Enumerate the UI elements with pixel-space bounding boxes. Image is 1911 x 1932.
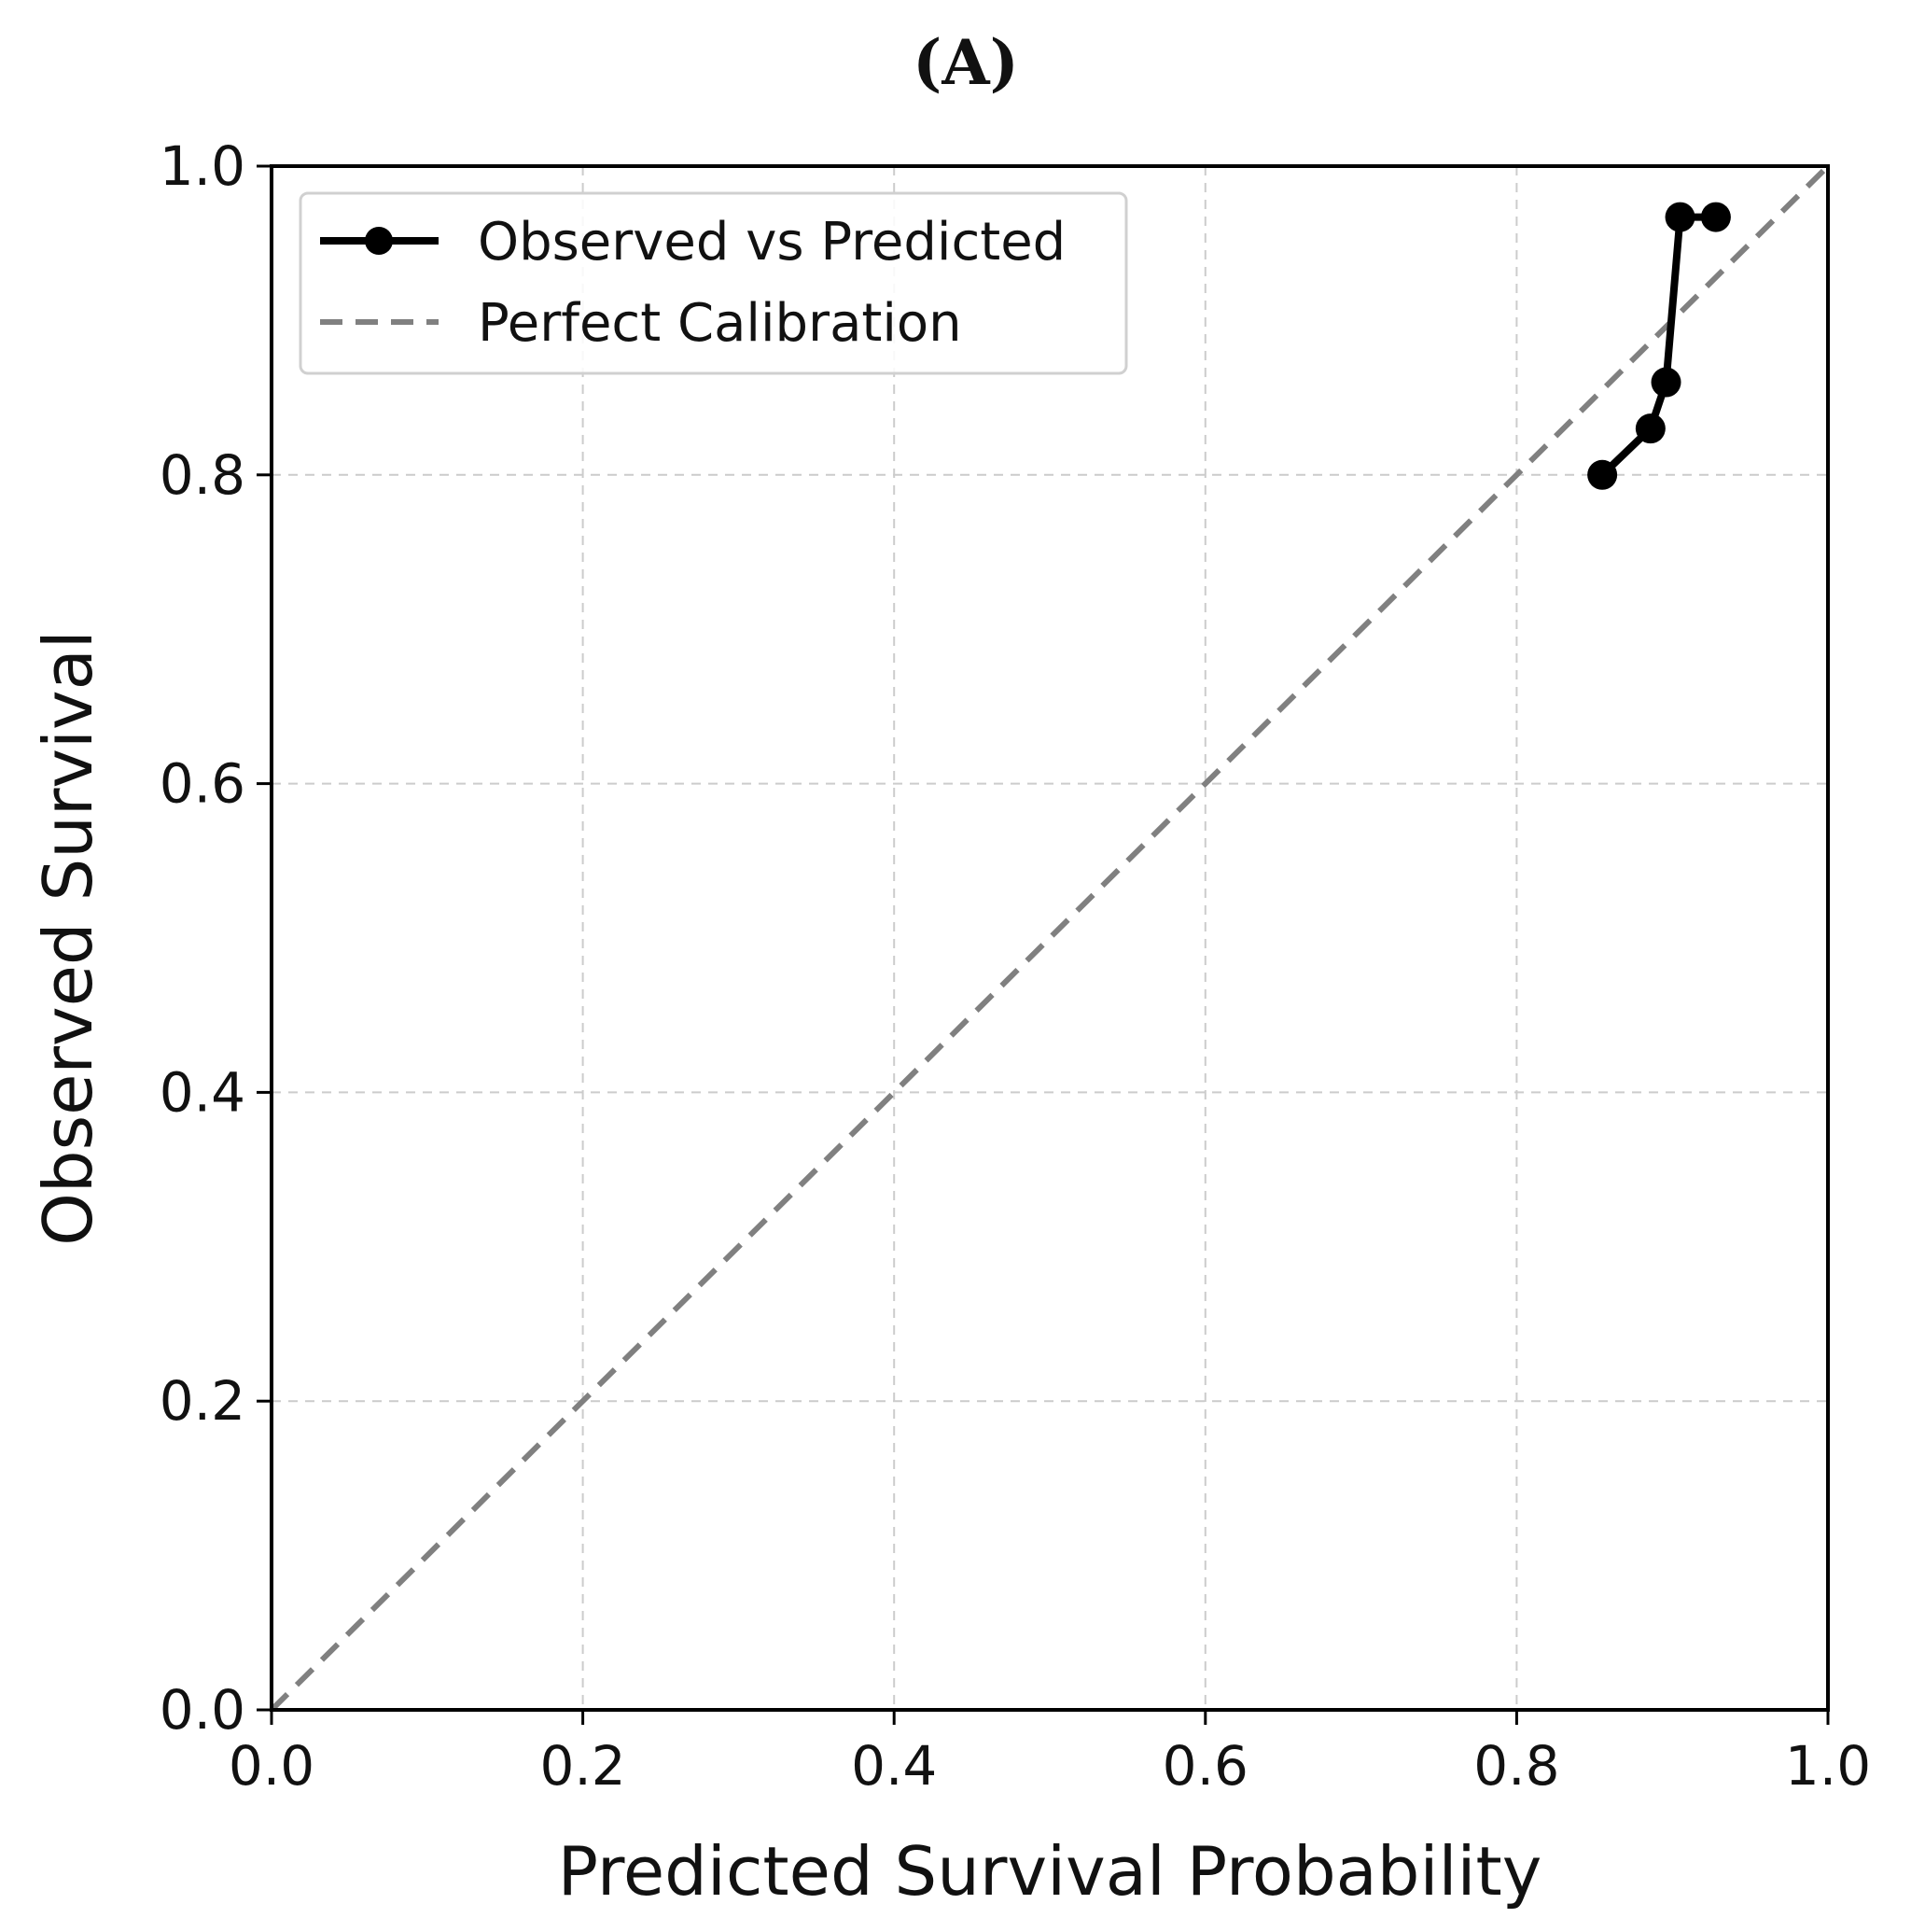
y-tick-label: 0.8 <box>160 443 245 507</box>
y-tick-label: 0.0 <box>160 1678 245 1742</box>
observed-point <box>1587 459 1618 490</box>
y-tick-label: 0.2 <box>160 1369 245 1433</box>
y-tick-label: 1.0 <box>160 134 245 198</box>
plot-series <box>269 163 1831 1713</box>
legend-label-perfect: Perfect Calibration <box>478 293 962 354</box>
x-tick-label: 0.4 <box>851 1734 937 1798</box>
perfect-calibration-line <box>269 163 1831 1713</box>
legend-label-observed: Observed vs Predicted <box>478 212 1066 273</box>
x-tick-label: 0.8 <box>1473 1734 1559 1798</box>
x-tick-label: 1.0 <box>1785 1734 1871 1798</box>
observed-point <box>1635 413 1666 444</box>
plot-area-frame <box>270 164 1830 1712</box>
x-axis-title: Predicted Survival Probability <box>558 1832 1542 1911</box>
axis-ticks: 0.0 0.2 0.4 0.6 0.8 1.0 0.0 0.2 0.4 0.6 0.8 1.0 <box>160 134 1871 1798</box>
y-tick-label: 0.4 <box>160 1060 245 1124</box>
x-tick-label: 0.6 <box>1163 1734 1248 1798</box>
observed-point <box>1651 367 1681 398</box>
x-tick-label: 0.2 <box>539 1734 625 1798</box>
y-axis-title: Observed Survival <box>29 630 107 1246</box>
panel-label: (A) <box>913 26 1019 99</box>
legend: Observed vs Predicted Perfect Calibratio… <box>299 191 1128 375</box>
y-tick-label: 0.6 <box>160 752 245 816</box>
observed-point <box>1665 202 1695 232</box>
x-tick-label: 0.0 <box>229 1734 314 1798</box>
observed-point <box>1700 202 1731 232</box>
legend-swatch-observed-marker <box>365 227 393 255</box>
legend-box <box>299 191 1128 375</box>
